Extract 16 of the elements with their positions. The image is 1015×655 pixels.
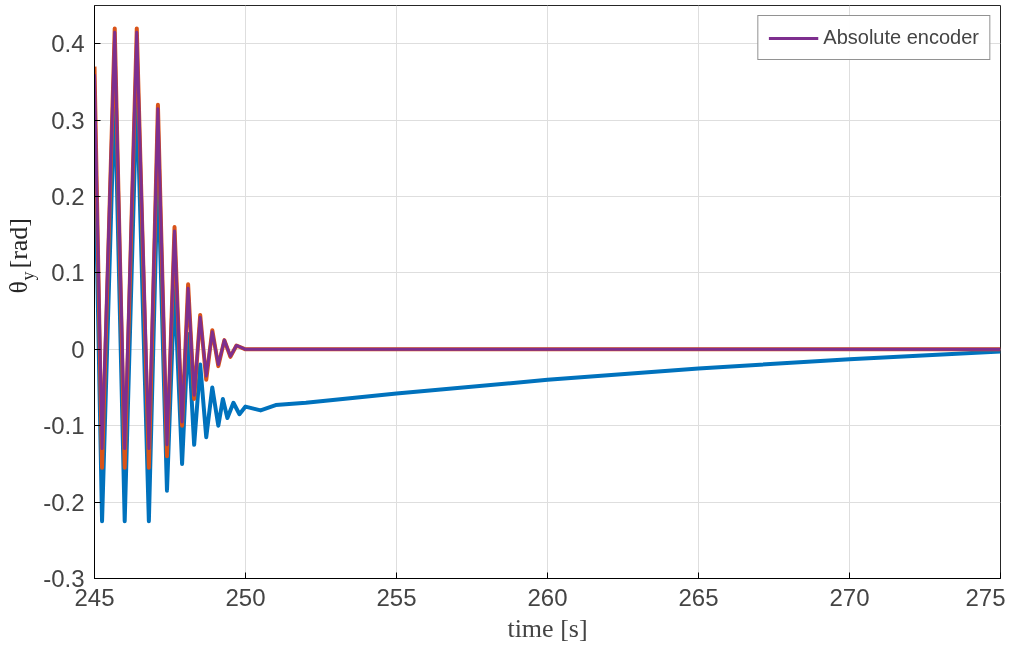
x-axis-title: time [s] bbox=[507, 613, 588, 643]
x-tick-label: 275 bbox=[965, 583, 1006, 611]
x-tick-label: 255 bbox=[376, 583, 417, 611]
y-tick-label: 0 bbox=[71, 335, 85, 363]
y-tick-label: 0.3 bbox=[51, 106, 85, 134]
y-axis-title: θy[rad] bbox=[3, 217, 38, 294]
legend-label: Absolute encoder bbox=[823, 26, 979, 49]
x-tick-label: 265 bbox=[678, 583, 719, 611]
y-tick-label: -0.2 bbox=[43, 488, 85, 516]
y-tick-label: 0.2 bbox=[51, 183, 85, 210]
x-tick-label: 270 bbox=[829, 583, 870, 611]
x-tick-label: 260 bbox=[527, 583, 568, 611]
y-tick-label: 0.4 bbox=[51, 30, 85, 58]
y-tick-label: 0.1 bbox=[51, 259, 85, 287]
y-tick-label: -0.1 bbox=[43, 412, 85, 440]
x-tick-label: 250 bbox=[225, 583, 266, 611]
